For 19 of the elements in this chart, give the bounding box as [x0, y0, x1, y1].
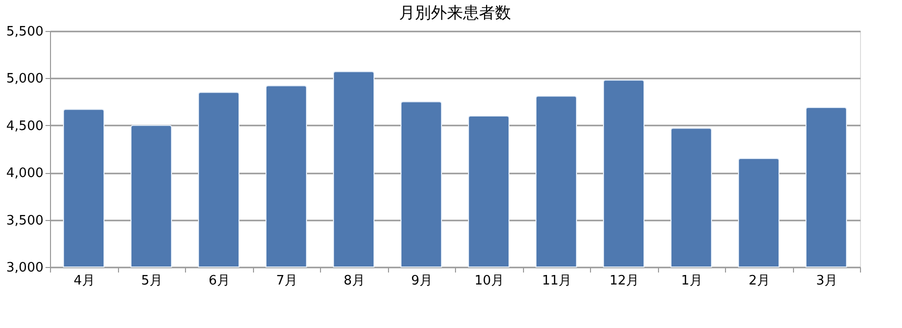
x-tick-label: 11月: [542, 274, 572, 288]
y-tick-label: 3,500: [6, 213, 44, 228]
y-tick-label: 4,000: [6, 166, 44, 182]
x-tick-label: 5月: [141, 274, 162, 288]
x-tick-label: 10月: [474, 274, 504, 288]
x-tick-label: 12月: [609, 274, 640, 288]
x-tick-label: 3月: [816, 274, 838, 288]
y-tick-label: 5,500: [6, 24, 44, 40]
y-tick-label: 3,000: [6, 260, 44, 276]
x-tick-label: 9月: [411, 274, 432, 288]
x-tick-label: 4月: [74, 274, 95, 288]
y-tick-label: 5,000: [6, 72, 44, 87]
x-tick-label: 6月: [208, 274, 230, 288]
x-tick-label: 1月: [681, 274, 702, 288]
x-tick-label: 2月: [748, 274, 770, 288]
x-tick-label: 7月: [276, 274, 298, 288]
x-tick-label: 8月: [344, 274, 365, 288]
chart-title: 月別外来患者数: [399, 3, 511, 22]
y-tick-label: 4,500: [6, 118, 44, 134]
